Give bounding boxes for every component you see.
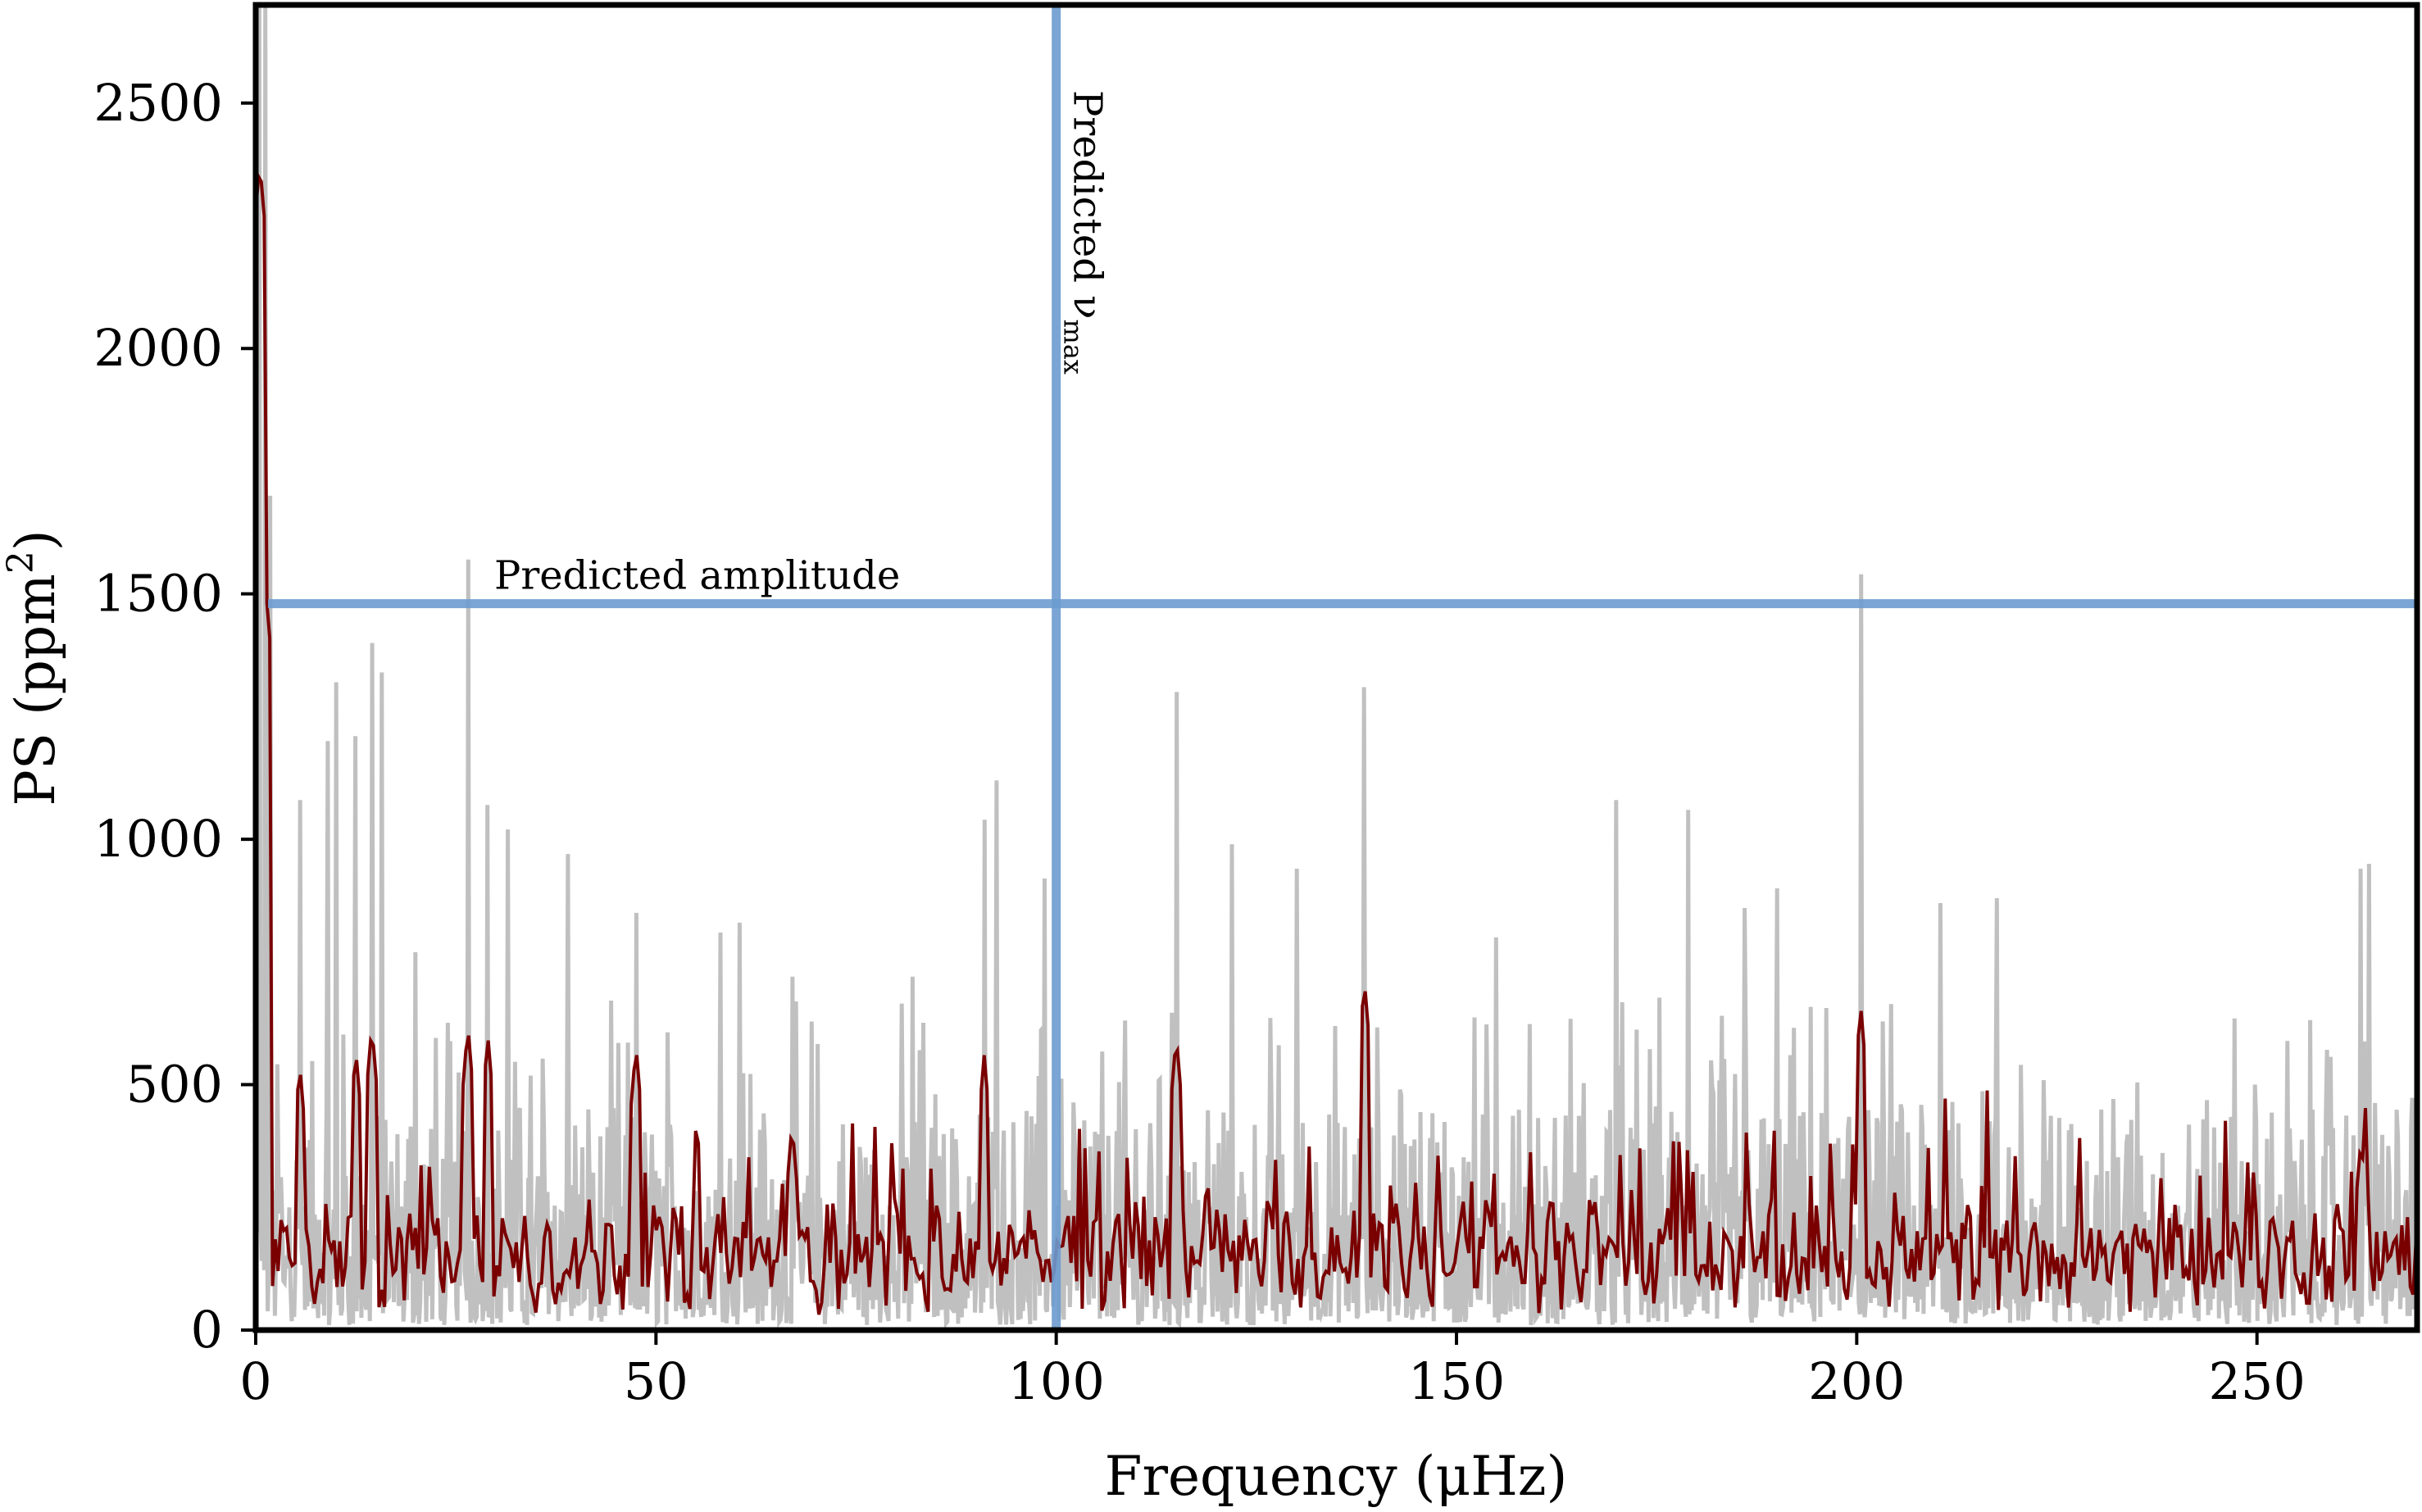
y-tick-label: 2500 (93, 73, 223, 133)
x-tick-label: 0 (239, 1351, 271, 1411)
y-tick-label: 1500 (93, 564, 223, 624)
y-tick-label: 0 (191, 1300, 223, 1360)
plot-frame (252, 2, 2420, 1333)
raw-spectrum-layer (256, 5, 2417, 1329)
raw-spectrum-line (256, 5, 2417, 1329)
y-axis-ticks: 0 500 1000 1500 2000 2500 (93, 73, 256, 1360)
predicted-amplitude-label: Predicted amplitude (494, 553, 900, 599)
x-tick-label: 250 (2208, 1351, 2305, 1411)
x-axis-title: Frequency (μHz) (1105, 1445, 1568, 1508)
x-tick-label: 200 (1808, 1351, 1905, 1411)
x-tick-label: 100 (1007, 1351, 1104, 1411)
prediction-lines-layer (268, 5, 2417, 1330)
y-tick-label: 1000 (93, 809, 223, 869)
y-tick-label: 2000 (93, 318, 223, 378)
y-axis-title: PS (ppm2) (0, 529, 67, 806)
x-axis-ticks: 0 50 100 150 200 250 (239, 1330, 2306, 1411)
smoothed-spectrum-line (256, 170, 2417, 1315)
x-tick-label: 150 (1408, 1351, 1505, 1411)
predicted-numax-label: Predicted νmax (1058, 90, 1111, 375)
x-tick-label: 50 (624, 1351, 688, 1411)
smoothed-spectrum-layer (256, 170, 2417, 1315)
y-tick-label: 500 (126, 1055, 223, 1115)
